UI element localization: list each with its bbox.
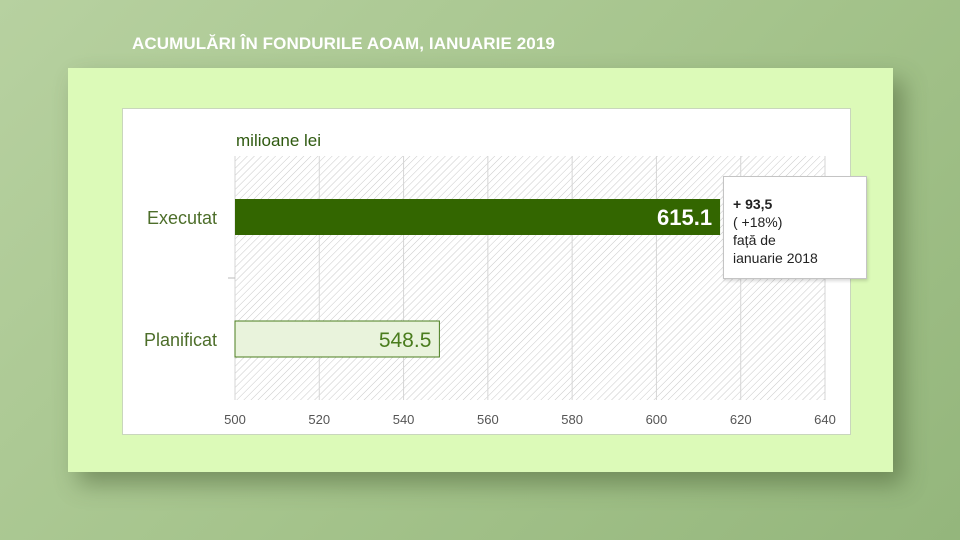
annotation-line3: față de	[733, 232, 776, 248]
annotation-line4: ianuarie 2018	[733, 250, 818, 266]
annotation-percent: ( +18%)	[733, 214, 783, 230]
page-title: ACUMULĂRI ÎN FONDURILE AOAM, IANUARIE 20…	[132, 34, 555, 53]
labels: 500 520 540 560 580 600 620 640 milioane lei 615.…	[144, 131, 836, 427]
x-tick-label: 520	[308, 412, 330, 427]
x-tick-label: 580	[561, 412, 583, 427]
bar-value-label: 615.1	[657, 205, 712, 230]
bar-executat	[235, 199, 721, 235]
unit-label: milioane lei	[236, 131, 321, 150]
x-tick-label: 540	[393, 412, 415, 427]
x-tick-label: 500	[224, 412, 246, 427]
x-tick-label: 640	[814, 412, 836, 427]
category-label: Planificat	[144, 330, 217, 350]
x-tick-label: 560	[477, 412, 499, 427]
bar-planificat	[234, 320, 440, 358]
category-label: Executat	[147, 208, 217, 228]
x-tick-label: 620	[730, 412, 752, 427]
bars	[234, 199, 721, 358]
bar-value-label: 548.5	[379, 329, 432, 352]
x-tick-label: 600	[646, 412, 668, 427]
change-annotation: + 93,5 ( +18%) față de ianuarie 2018	[723, 176, 867, 279]
annotation-delta: + 93,5	[733, 196, 773, 212]
